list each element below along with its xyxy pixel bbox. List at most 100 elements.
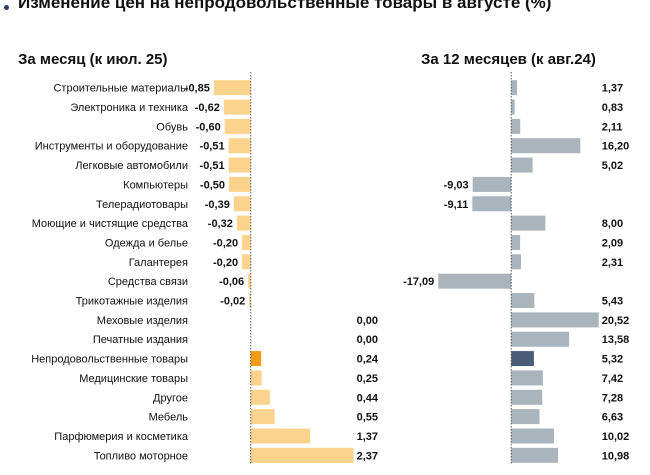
- monthly-bar-17: [250, 409, 275, 425]
- category-label-4: Легковые автомобили: [75, 160, 188, 172]
- chart-title: Изменение цен на непродовольственные тов…: [18, 0, 552, 12]
- monthly-value-label-18: 1,37: [357, 431, 378, 443]
- yearly-value-label-17: 6,63: [602, 412, 623, 424]
- yearly-value-label-13: 13,58: [602, 334, 630, 346]
- category-label-11: Трикотажные изделия: [76, 296, 188, 308]
- monthly-bar-7: [236, 215, 251, 231]
- monthly-value-label-16: 0,44: [357, 392, 379, 404]
- category-label-1: Электроника и техника: [70, 102, 188, 114]
- monthly-bar-11: [249, 293, 251, 309]
- category-label-15: Медицинские товары: [79, 373, 188, 385]
- yearly-value-label-0: 1,37: [602, 83, 623, 95]
- yearly-bar-15: [511, 370, 543, 386]
- yearly-bar-13: [511, 331, 570, 347]
- category-label-5: Компьютеры: [123, 179, 188, 191]
- category-label-9: Галантерея: [129, 257, 188, 269]
- category-label-7: Моющие и чистящие средства: [32, 218, 189, 230]
- monthly-value-label-2: -0,60: [196, 121, 221, 133]
- yearly-value-label-16: 7,28: [602, 392, 623, 404]
- monthly-bar-5: [229, 176, 251, 192]
- monthly-bar-3: [228, 138, 251, 154]
- yearly-value-label-14: 5,32: [602, 354, 623, 366]
- yearly-bar-1: [511, 99, 515, 115]
- yearly-value-label-7: 8,00: [602, 218, 623, 230]
- yearly-value-label-2: 2,11: [602, 121, 623, 133]
- yearly-value-label-1: 0,83: [602, 102, 623, 114]
- monthly-bar-15: [250, 370, 262, 386]
- monthly-value-label-9: -0,20: [213, 257, 238, 269]
- yearly-value-label-5: -9,03: [444, 179, 469, 191]
- category-label-8: Одежда и белье: [105, 237, 188, 249]
- monthly-value-label-15: 0,25: [357, 373, 378, 385]
- category-label-13: Печатные издания: [93, 334, 188, 346]
- category-label-10: Средства связи: [108, 276, 188, 288]
- monthly-bar-8: [242, 234, 251, 250]
- monthly-value-label-6: -0,39: [205, 199, 230, 211]
- monthly-bar-18: [250, 428, 311, 444]
- category-label-16: Другое: [153, 392, 188, 404]
- monthly-value-label-12: 0,00: [357, 315, 378, 327]
- yearly-value-label-8: 2,09: [602, 237, 623, 249]
- monthly-bar-16: [250, 389, 270, 405]
- yearly-value-label-9: 2,31: [602, 257, 623, 269]
- yearly-bar-8: [511, 234, 521, 250]
- yearly-bar-2: [511, 118, 521, 134]
- monthly-bar-19: [250, 447, 354, 463]
- yearly-bar-16: [511, 389, 543, 405]
- category-label-14: Непродовольственные товары: [31, 354, 188, 366]
- yearly-bar-0: [511, 80, 518, 96]
- monthly-value-label-17: 0,55: [357, 412, 378, 424]
- yearly-bar-6: [472, 196, 512, 212]
- category-label-2: Обувь: [156, 121, 188, 133]
- yearly-bar-9: [511, 254, 522, 270]
- monthly-value-label-0: -0,85: [185, 83, 210, 95]
- yearly-bar-7: [511, 215, 546, 231]
- yearly-value-label-4: 5,02: [602, 160, 623, 172]
- yearly-bar-4: [511, 157, 533, 173]
- yearly-value-label-19: 10,98: [602, 450, 630, 462]
- monthly-value-label-3: -0,51: [200, 141, 225, 153]
- monthly-bar-0: [213, 80, 251, 96]
- category-label-0: Строительные материалы: [53, 83, 188, 95]
- yearly-bar-11: [511, 293, 535, 309]
- monthly-value-label-19: 2,37: [357, 450, 378, 462]
- monthly-value-label-10: -0,06: [219, 276, 244, 288]
- monthly-bar-9: [242, 254, 251, 270]
- yearly-bar-3: [511, 138, 581, 154]
- yearly-value-label-15: 7,42: [602, 373, 623, 385]
- monthly-bar-1: [223, 99, 251, 115]
- monthly-value-label-11: -0,02: [220, 296, 245, 308]
- monthly-value-label-14: 0,24: [357, 354, 379, 366]
- monthly-panel-title: За месяц (к июл. 25): [18, 51, 168, 68]
- yearly-value-label-3: 16,20: [602, 141, 630, 153]
- category-label-6: Телерадиотовары: [96, 199, 188, 211]
- category-label-17: Мебель: [149, 412, 189, 424]
- category-label-12: Меховые изделия: [97, 315, 188, 327]
- monthly-bar-4: [228, 157, 251, 173]
- monthly-bar-6: [233, 196, 251, 212]
- monthly-bar-2: [224, 118, 251, 134]
- yearly-bar-14: [511, 351, 534, 367]
- monthly-value-label-4: -0,51: [200, 160, 225, 172]
- title-bullet: [4, 5, 9, 10]
- yearly-bar-5: [472, 176, 512, 192]
- yearly-bar-10: [438, 273, 512, 289]
- yearly-bar-17: [511, 409, 540, 425]
- monthly-bar-10: [248, 273, 251, 289]
- monthly-value-label-1: -0,62: [195, 102, 220, 114]
- yearly-value-label-10: -17,09: [403, 276, 434, 288]
- yearly-value-label-6: -9,11: [444, 199, 468, 211]
- yearly-bar-18: [511, 428, 554, 444]
- yearly-panel-title: За 12 месяцев (к авг.24): [421, 51, 596, 68]
- yearly-value-label-11: 5,43: [602, 296, 623, 308]
- category-label-18: Парфюмерия и косметика: [54, 431, 189, 443]
- yearly-value-label-12: 20,52: [602, 315, 630, 327]
- category-label-19: Топливо моторное: [94, 450, 188, 462]
- monthly-value-label-8: -0,20: [213, 237, 238, 249]
- yearly-bar-12: [511, 312, 599, 328]
- category-label-3: Инструменты и оборудование: [35, 141, 188, 153]
- yearly-bar-19: [511, 447, 559, 463]
- monthly-value-label-13: 0,00: [357, 334, 378, 346]
- monthly-bar-14: [250, 351, 262, 367]
